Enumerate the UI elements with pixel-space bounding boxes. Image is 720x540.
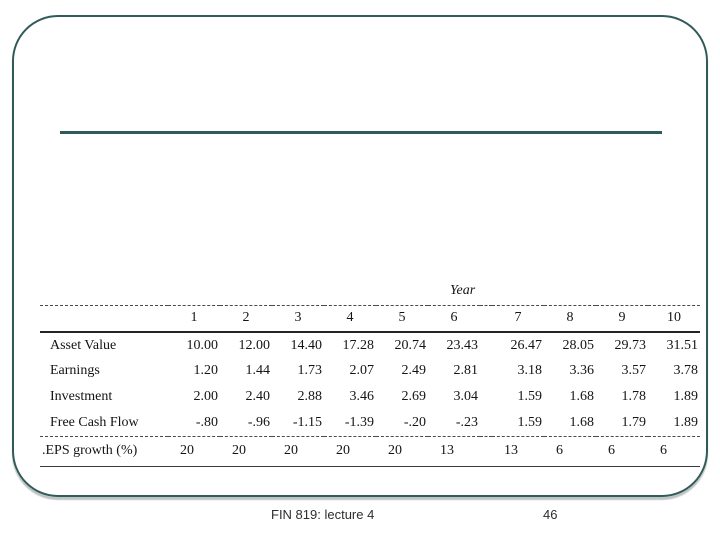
column-gap-cell	[480, 358, 492, 384]
column-header-year-9: 9	[618, 310, 626, 326]
table-value-cell: 1.59	[517, 389, 543, 404]
column-header-row: 1 2 3 4 5 6 7 8 9 10	[40, 305, 701, 332]
table-value-cell: 12.00	[238, 337, 271, 353]
table-value-cell: 6	[556, 443, 563, 458]
table-value-cell: 1.78	[621, 389, 647, 404]
table-value-cell: 13	[440, 443, 454, 458]
table-value-cell: 2.81	[453, 363, 479, 378]
row-label: Investment	[50, 389, 113, 404]
table-value-cell: 14.40	[290, 337, 323, 353]
table-value-cell: 2.00	[193, 389, 219, 404]
table-value-cell: -.20	[403, 414, 426, 430]
table-value-cell: 28.05	[562, 337, 595, 353]
column-header-year-2: 2	[242, 310, 250, 326]
column-gap-cell	[480, 332, 492, 358]
table-value-cell: 17.28	[342, 337, 375, 353]
table-value-cell: 20	[284, 443, 298, 458]
table-value-cell: 2.69	[401, 389, 427, 404]
table-value-cell: 1.20	[193, 363, 219, 378]
table-value-cell: 6	[660, 443, 667, 458]
column-gap-cell	[480, 436, 492, 466]
table-value-cell: 20	[336, 443, 350, 458]
table-value-cell: 13	[504, 443, 518, 458]
table-value-cell: 1.79	[621, 414, 647, 430]
empty-corner-cell	[40, 278, 168, 305]
table-value-cell: 23.43	[446, 337, 479, 353]
table-value-cell: 3.57	[621, 363, 647, 378]
row-label: Earnings	[50, 363, 100, 378]
column-gap-cell	[480, 384, 492, 410]
table-value-cell: 10.00	[186, 337, 219, 353]
table-value-cell: -1.15	[292, 414, 322, 430]
column-header-year-4: 4	[346, 310, 354, 326]
table-value-cell: -.80	[195, 414, 218, 430]
table-value-cell: 29.73	[614, 337, 647, 353]
table-value-cell: 1.44	[245, 363, 271, 378]
table-value-cell: 3.46	[349, 389, 375, 404]
column-header-year-7: 7	[514, 310, 522, 326]
table-value-cell: 1.59	[517, 414, 543, 430]
table-value-cell: 3.04	[453, 389, 479, 404]
table-value-cell: 1.68	[569, 389, 595, 404]
table-value-cell: 20	[180, 443, 194, 458]
table-value-cell: 2.40	[245, 389, 271, 404]
row-label: Free Cash Flow	[50, 414, 139, 430]
year-group-header-row: Year	[40, 278, 701, 305]
empty-corner-cell	[40, 305, 168, 332]
table-value-cell: 1.89	[673, 414, 699, 430]
table-value-cell: 31.51	[666, 337, 699, 353]
column-header-year-10: 10	[667, 310, 682, 326]
table-value-cell: 20.74	[394, 337, 427, 353]
table-value-cell: 26.47	[510, 337, 543, 353]
column-gap-cell	[480, 305, 492, 332]
table-value-cell: -.23	[455, 414, 478, 430]
table-value-cell: -1.39	[344, 414, 374, 430]
table-row: Investment 2.00 2.40 2.88 3.46 2.69 3.04 1.59 1.…	[40, 384, 700, 410]
table-value-cell: 2.07	[349, 363, 375, 378]
slide-border	[12, 15, 708, 497]
table-value-cell: 20	[388, 443, 402, 458]
row-label: Asset Value	[50, 337, 117, 353]
column-header-year-6: 6	[450, 310, 458, 326]
column-header-year-3: 3	[294, 310, 302, 326]
financial-table: Year 1 2 3 4 5 6 7 8 9 10 Asset Value 10.00 12.00 14.4…	[40, 278, 701, 467]
column-gap-cell	[480, 410, 492, 436]
table-row: .EPS growth (%) 20 20 20 20 20 13 13 6 6 6	[40, 436, 701, 466]
table-value-cell: 20	[232, 443, 246, 458]
table-value-cell: 3.18	[517, 363, 543, 378]
table-row: Asset Value 10.00 12.00 14.40 17.28 20.74 23.4…	[40, 332, 700, 358]
row-label: .EPS growth (%)	[42, 443, 138, 458]
table-value-cell: 2.88	[297, 389, 323, 404]
column-header-year-5: 5	[398, 310, 406, 326]
table-row: Free Cash Flow -.80 -.96 -1.15 -1.39 -.20 -.23…	[40, 410, 701, 436]
footer-lecture-label: FIN 819: lecture 4	[271, 507, 375, 522]
table-value-cell: 3.36	[569, 363, 595, 378]
column-header-year-8: 8	[566, 310, 574, 326]
table-value-cell: -.96	[247, 414, 270, 430]
title-underline	[60, 131, 662, 134]
year-group-header: Year	[450, 283, 476, 299]
table-value-cell: 2.49	[401, 363, 427, 378]
slide-page-number: 46	[543, 507, 558, 522]
table-value-cell: 1.89	[673, 389, 699, 404]
table-value-cell: 3.78	[673, 363, 699, 378]
table-value-cell: 1.68	[569, 414, 595, 430]
table-value-cell: 6	[608, 443, 615, 458]
table-value-cell: 1.73	[297, 363, 323, 378]
column-header-year-1: 1	[190, 310, 198, 326]
table-row: Earnings 1.20 1.44 1.73 2.07 2.49 2.81 3.18 3.36…	[40, 358, 700, 384]
